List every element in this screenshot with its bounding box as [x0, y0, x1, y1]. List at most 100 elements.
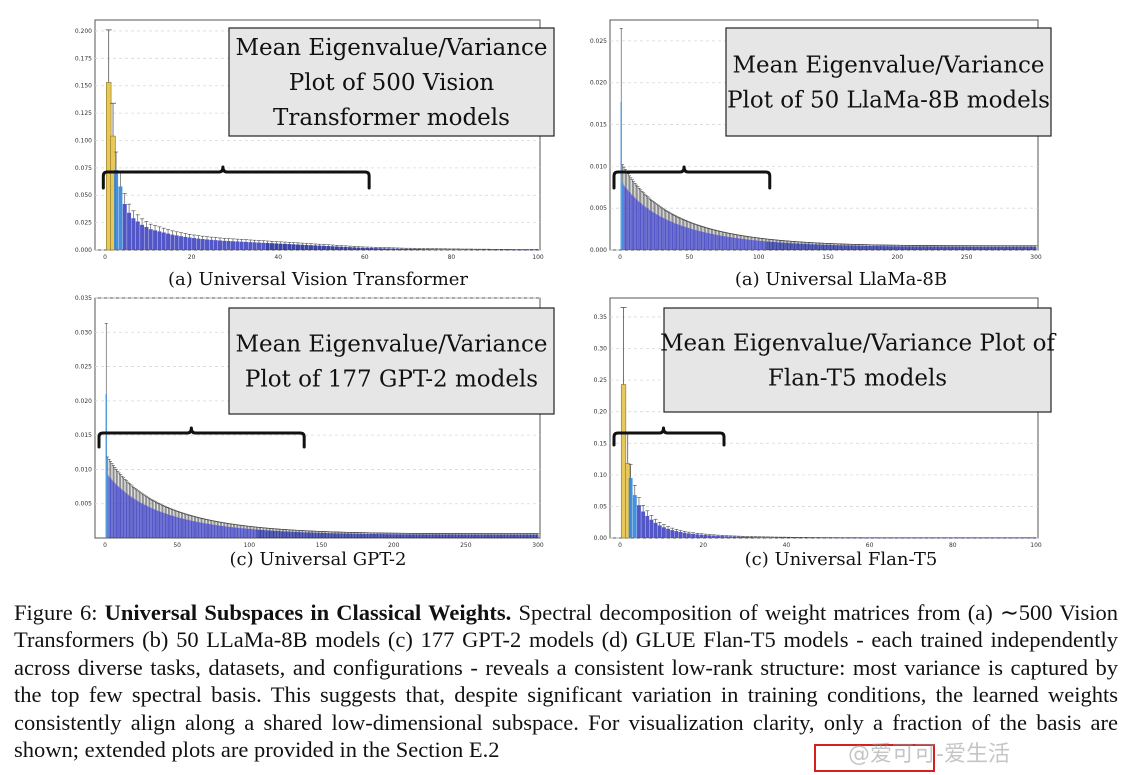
bar: [330, 246, 335, 250]
bar: [796, 243, 798, 250]
bar: [395, 534, 398, 538]
bar: [420, 534, 422, 538]
bar: [795, 243, 797, 250]
bar: [265, 242, 270, 250]
bar: [967, 246, 969, 250]
bar: [694, 229, 696, 250]
bar: [138, 501, 141, 538]
bar: [232, 527, 234, 538]
bar: [144, 227, 149, 250]
bar: [689, 228, 692, 250]
bar: [832, 245, 834, 250]
bar: [413, 534, 415, 538]
bar: [376, 534, 379, 538]
bar: [148, 507, 151, 538]
bar: [133, 498, 135, 538]
y-tick-label: 0.020: [590, 80, 607, 87]
bar: [932, 246, 934, 250]
bar: [407, 534, 409, 538]
bar: [222, 526, 224, 538]
bar: [395, 248, 400, 250]
bar: [339, 533, 341, 538]
bar: [872, 245, 875, 250]
bar: [662, 527, 666, 538]
bar: [218, 240, 222, 250]
bar: [107, 474, 109, 538]
bar: [271, 530, 273, 538]
bar: [264, 530, 266, 538]
bar: [716, 234, 718, 250]
bar: [421, 534, 423, 538]
bar: [334, 246, 339, 250]
chart-title-line: Mean Eigenvalue/Variance: [235, 35, 547, 61]
bar: [798, 243, 800, 250]
bar: [425, 534, 428, 538]
bar: [251, 529, 253, 538]
bar: [150, 507, 152, 538]
chart-flant5: 0.00 0.05 0.10 0.15 0.20 0.25 0.30 0.35 0 20 40 60 8…: [594, 297, 1056, 549]
bar: [834, 245, 836, 250]
figure-label: Figure 6:: [14, 600, 98, 625]
bar: [652, 212, 654, 250]
bar: [308, 245, 313, 250]
bar: [340, 533, 343, 538]
bar: [720, 536, 725, 538]
bar: [397, 534, 399, 538]
bar: [780, 242, 782, 250]
bar: [476, 534, 478, 538]
bar: [277, 530, 279, 538]
bar: [992, 246, 994, 250]
y-tick-label: 0.020: [75, 398, 92, 405]
y-tick-label: 0.175: [75, 55, 92, 62]
bar: [404, 534, 406, 538]
bar: [293, 531, 295, 538]
bar: [741, 238, 743, 250]
bar: [141, 503, 143, 538]
y-tick-label: 0.010: [590, 163, 607, 170]
bar: [653, 522, 658, 538]
bar: [638, 201, 640, 250]
bar: [470, 534, 473, 538]
bar: [846, 245, 848, 250]
bar: [378, 534, 380, 538]
bar: [427, 534, 429, 538]
bar: [623, 185, 625, 250]
bar: [226, 526, 229, 538]
bar: [720, 235, 722, 250]
bar: [196, 521, 198, 538]
bar: [823, 244, 825, 250]
bar: [979, 246, 981, 250]
bar: [671, 222, 674, 250]
bar: [653, 212, 656, 250]
bar: [235, 527, 237, 538]
bar: [867, 245, 869, 250]
bar: [321, 245, 326, 250]
bar: [176, 517, 178, 538]
bar: [356, 247, 361, 250]
bar: [417, 534, 419, 538]
bar: [485, 534, 487, 538]
bar: [757, 537, 762, 538]
bar: [135, 221, 140, 250]
bar: [314, 532, 317, 538]
bar: [809, 244, 811, 250]
bar: [921, 246, 923, 250]
bar: [378, 248, 383, 250]
section-link[interactable]: Section E.2: [395, 737, 500, 763]
bar: [881, 246, 883, 250]
bar: [728, 236, 730, 250]
bar: [235, 241, 240, 250]
bar: [981, 246, 983, 250]
bar: [756, 240, 758, 250]
bar: [218, 525, 220, 538]
bar: [786, 242, 789, 250]
bar: [860, 245, 862, 250]
bar: [363, 533, 366, 538]
bar: [300, 532, 302, 538]
bar: [836, 245, 839, 250]
bar: [703, 232, 706, 250]
bar: [125, 493, 128, 538]
bar: [757, 240, 760, 250]
bar: [1021, 246, 1023, 250]
y-tick-label: 0.025: [75, 220, 92, 227]
